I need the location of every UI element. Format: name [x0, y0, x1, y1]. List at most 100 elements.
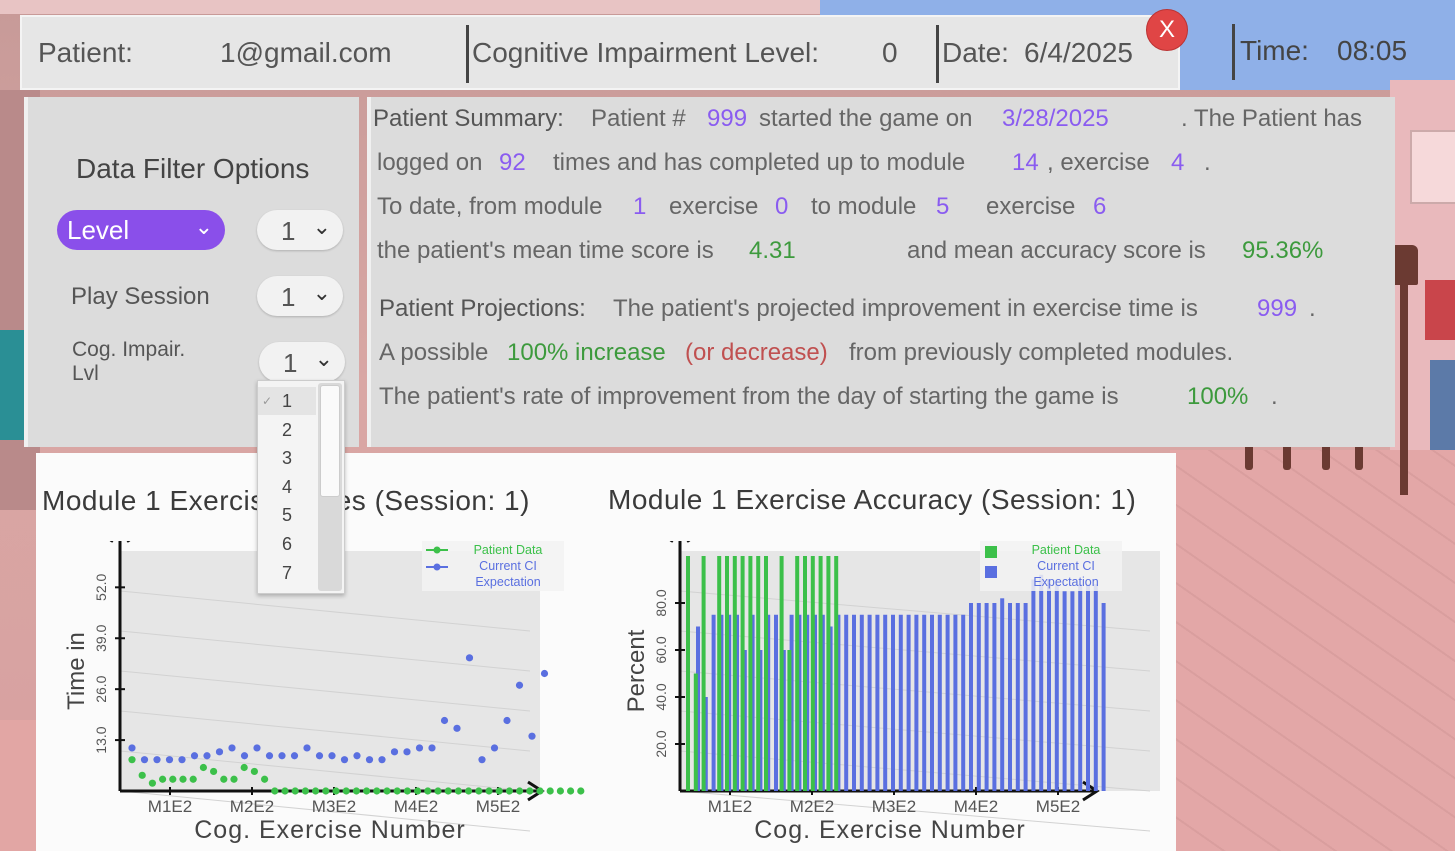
close-button[interactable]: X: [1146, 9, 1188, 51]
to-exercise: 6: [1093, 193, 1107, 220]
bar-patient: [787, 650, 792, 791]
data-point-patient: [434, 787, 442, 795]
cog-impair-option[interactable]: 1: [258, 387, 316, 415]
data-point-expectation: [253, 744, 261, 752]
x-tick-label: M1E2: [708, 797, 752, 816]
data-point-patient: [210, 767, 218, 776]
bar-expectation: [1093, 584, 1098, 791]
mean-time-score: 4.31: [749, 237, 796, 264]
data-point-expectation: [540, 669, 549, 678]
summary-text: The patient's projected improvement in e…: [613, 295, 1198, 322]
data-point-expectation: [403, 748, 411, 756]
bar-expectation: [953, 614, 958, 791]
mean-accuracy-score: 95.36%: [1242, 237, 1324, 264]
cog-impair-option[interactable]: 5: [281, 505, 292, 526]
data-point-patient: [159, 775, 167, 783]
decrease-text: (or decrease): [685, 339, 828, 366]
play-session-value: 1: [281, 282, 296, 312]
data-point-expectation: [503, 716, 511, 725]
header-divider: [936, 25, 939, 83]
cog-impair-dropdown[interactable]: 1 ⌄: [259, 342, 345, 382]
cog-impair-option[interactable]: 2: [281, 419, 292, 440]
bar-expectation: [781, 650, 786, 791]
cog-impair-option[interactable]: 7: [281, 562, 292, 583]
data-point-expectation: [515, 681, 524, 689]
bar-expectation: [992, 603, 997, 791]
play-session-label: Play Session: [71, 283, 210, 310]
data-point-expectation: [453, 724, 461, 732]
time-divider: [1232, 24, 1235, 80]
legend-label-expectation: Expectation: [1033, 575, 1098, 589]
bar-patient: [748, 556, 753, 791]
summary-text: . The Patient has: [1181, 105, 1363, 132]
data-point-patient: [454, 787, 462, 795]
cog-impair-value: 1: [283, 348, 298, 378]
data-point-patient: [444, 787, 452, 795]
bar-expectation: [930, 614, 934, 791]
data-point-patient: [373, 787, 381, 795]
y-axis-label: Percent: [623, 629, 650, 712]
data-point-patient: [526, 787, 534, 795]
patient-label: Patient:: [38, 37, 133, 68]
data-point-expectation: [153, 756, 161, 764]
data-point-patient: [312, 787, 320, 795]
bar-expectation: [852, 614, 856, 791]
y-tick-label: 40.0: [653, 683, 669, 710]
summary-text: .: [1204, 149, 1211, 176]
bar-patient: [740, 556, 745, 791]
time-value: 08:05: [1337, 35, 1408, 66]
legend-label-patient: Patient Data: [1032, 543, 1101, 557]
y-tick-label: 60.0: [653, 636, 669, 663]
bar-patient: [764, 556, 768, 791]
bar-expectation: [813, 614, 817, 791]
accuracy-chart-title: Module 1 Exercise Accuracy (Session: 1): [608, 484, 1137, 515]
data-point-patient: [148, 779, 156, 787]
bar-expectation: [735, 614, 739, 791]
summary-text: Patient #: [591, 105, 686, 132]
data-point-expectation: [128, 744, 136, 752]
date-value: 6/4/2025: [1024, 37, 1133, 68]
play-session-dropdown[interactable]: 1 ⌄: [257, 276, 343, 316]
x-tick-label: M4E2: [954, 797, 998, 816]
data-point-expectation: [203, 752, 211, 760]
scene-floor: [1170, 450, 1455, 851]
bar-expectation: [1008, 603, 1012, 791]
improvement-rate: 100%: [1187, 383, 1249, 410]
ci-level-label: Cognitive Impairment Level:: [472, 37, 820, 68]
scrollbar-thumb[interactable]: [320, 385, 340, 497]
grid-line: [119, 630, 531, 672]
cog-impair-option[interactable]: 6: [281, 534, 292, 554]
legend-swatch-patient: [985, 546, 997, 558]
bar-expectation: [906, 614, 911, 791]
filter-type-dropdown[interactable]: Level ⌄: [57, 210, 225, 250]
summary-text: .: [1309, 295, 1316, 322]
data-point-expectation: [478, 756, 486, 764]
data-point-patient: [485, 787, 493, 795]
data-point-patient: [291, 787, 299, 795]
summary-text: from previously completed modules.: [849, 339, 1234, 366]
data-point-expectation: [215, 748, 224, 756]
bar-expectation: [875, 614, 880, 791]
data-point-patient: [179, 775, 187, 783]
data-point-patient: [128, 756, 136, 764]
x-axis-label: Cog. Exercise Number: [194, 816, 465, 844]
level-dropdown[interactable]: 1 ⌄: [257, 210, 343, 250]
data-point-patient: [240, 763, 248, 772]
cog-impair-options-list[interactable]: 1 2 3 4 5 6 7: [257, 380, 345, 594]
cog-impair-option[interactable]: 3: [281, 448, 292, 469]
filter-title: Data Filter Options: [76, 153, 310, 184]
data-point-patient: [301, 787, 309, 795]
bar-patient: [779, 556, 784, 791]
data-point-patient: [281, 787, 289, 795]
bar-patient: [686, 556, 690, 791]
data-point-expectation: [328, 752, 336, 760]
legend-label-patient: Patient Data: [474, 543, 543, 557]
legend-swatch-patient: [433, 546, 441, 554]
data-point-patient: [424, 787, 432, 795]
summary-text: exercise: [986, 193, 1076, 220]
filter-type-label: Level: [67, 215, 130, 245]
chevron-down-icon: ⌄: [194, 214, 213, 239]
chevron-down-icon: ⌄: [312, 280, 331, 305]
bar-expectation: [828, 626, 833, 791]
cog-impair-option[interactable]: 4: [281, 476, 292, 497]
